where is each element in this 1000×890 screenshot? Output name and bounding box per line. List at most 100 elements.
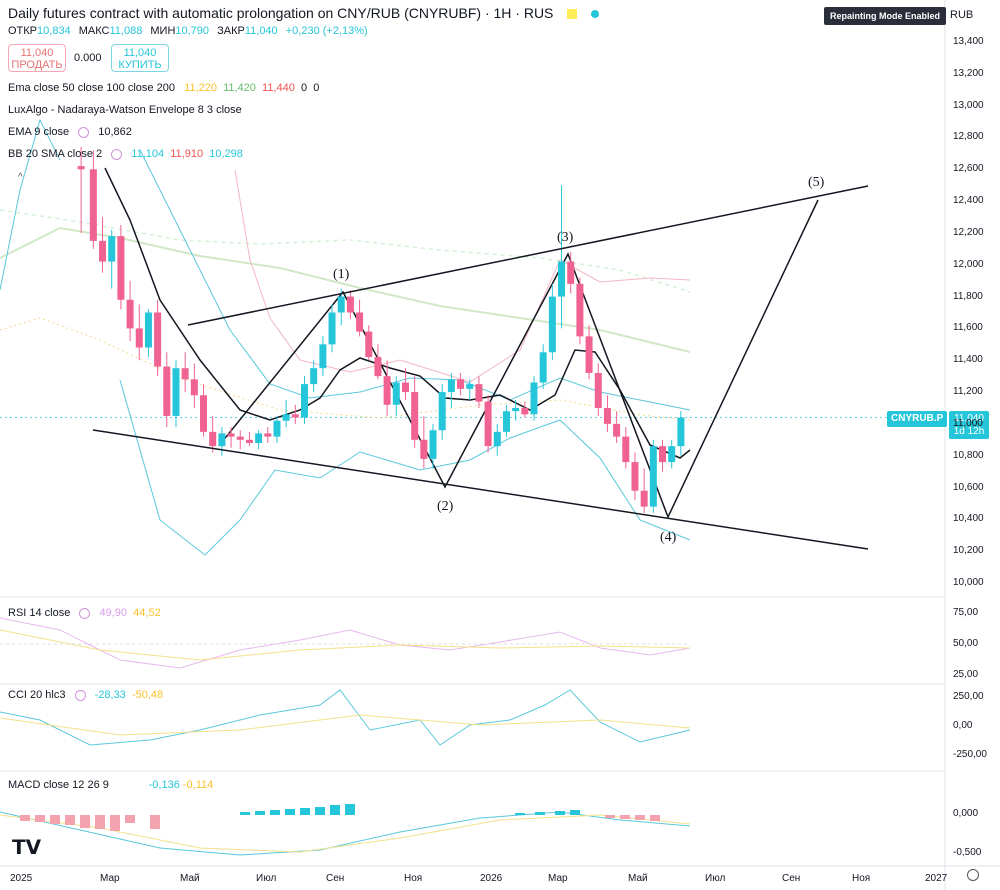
- candle-body: [328, 312, 336, 345]
- sell-label: ПРОДАТЬ: [11, 59, 63, 71]
- legend-ema[interactable]: Ema close 50 close 100 close 200 11,220 …: [8, 82, 319, 94]
- candle-body: [438, 392, 446, 431]
- candle-body: [346, 296, 354, 313]
- rsi-tick-label: 75,00: [953, 607, 979, 618]
- settings-icon[interactable]: [74, 689, 86, 701]
- candle-body: [383, 376, 391, 405]
- bb-left-line: [0, 118, 61, 291]
- macd-histogram-bar: [605, 815, 615, 818]
- candle-body: [457, 379, 465, 389]
- candle-body: [209, 431, 217, 447]
- cci-ma-value: -50,48: [131, 689, 164, 701]
- elliott-wave-drawing: (1) (2) (3) (4) (5): [92, 175, 869, 550]
- legend-bb[interactable]: BB 20 SMA close 2 11,104 11,910 10,298: [8, 148, 243, 160]
- cci-tick-label: 0,00: [953, 720, 973, 731]
- open-value: 10,834: [37, 25, 71, 37]
- macd-histogram-bar: [535, 812, 545, 815]
- candle-body: [411, 392, 419, 440]
- time-tick-label: Мар: [548, 873, 568, 884]
- settings-icon[interactable]: [78, 126, 90, 138]
- legend-luxalgo[interactable]: LuxAlgo - Nadaraya-Watson Envelope 8 3 c…: [8, 104, 242, 116]
- cci-tick-label: -250,00: [953, 749, 987, 760]
- macd-histogram-bar: [65, 815, 75, 825]
- candle-body: [603, 407, 611, 424]
- flag-icon[interactable]: [567, 9, 578, 20]
- candle-body: [356, 312, 364, 332]
- sell-button[interactable]: 11,040 ПРОДАТЬ: [8, 44, 66, 72]
- bb-lower-value: 10,298: [209, 148, 243, 160]
- currency-label[interactable]: RUB: [950, 9, 974, 21]
- candle-body: [273, 420, 281, 437]
- legend-macd[interactable]: MACD close 12 26 9 -0,136 -0,114: [8, 779, 213, 791]
- candle-body: [475, 384, 483, 402]
- symbol-price-tag: CNYRUB.P: [887, 411, 948, 427]
- chart-settings-icon[interactable]: [967, 869, 979, 881]
- candle-body: [640, 490, 648, 507]
- candle-body: [429, 430, 437, 459]
- price-tick-label: 10,800: [953, 449, 984, 461]
- candle-body: [264, 433, 272, 437]
- macd-histogram-bar: [515, 813, 525, 815]
- wave-label: (3): [557, 230, 574, 245]
- sell-price: 11,040: [20, 47, 54, 59]
- bb-basis-value: 11,104: [131, 148, 165, 160]
- market-status-icon: [591, 10, 600, 19]
- rsi-ma-line: [0, 629, 691, 661]
- candle-body: [466, 384, 474, 389]
- rsi-tick-label: 25,00: [953, 669, 979, 680]
- candle-body: [631, 462, 639, 491]
- macd-histogram-bar: [240, 812, 250, 815]
- buy-button[interactable]: 11,040 КУПИТЬ: [111, 44, 169, 72]
- price-tick-label: 13,200: [953, 67, 984, 79]
- macd-histogram-bar: [270, 810, 280, 815]
- legend-rsi[interactable]: RSI 14 close 49,90 44,52: [8, 607, 161, 619]
- oscillator-panes: [0, 643, 690, 831]
- candle-body: [319, 344, 327, 369]
- collapse-legend-icon[interactable]: ^: [18, 172, 23, 183]
- cci-tick-label: 250,00: [953, 691, 984, 702]
- candle-body: [117, 236, 125, 300]
- ema-name: Ema close 50 close 100 close 200: [8, 82, 175, 94]
- bar-countdown: 1d 12h: [953, 426, 985, 437]
- close-value: 11,040: [244, 25, 278, 37]
- wave-label: (5): [808, 175, 825, 190]
- buy-label: КУПИТЬ: [118, 59, 162, 71]
- candle-body: [126, 299, 134, 329]
- candle-body: [567, 261, 575, 284]
- price-tick-label: 13,000: [953, 99, 984, 111]
- luxalgo-name: LuxAlgo - Nadaraya-Watson Envelope 8 3 c…: [8, 104, 242, 116]
- macd-histogram-bar: [20, 815, 30, 821]
- time-tick-label: Ноя: [404, 873, 423, 884]
- candle-body: [154, 312, 162, 367]
- macd-tick-label: -0,500: [953, 847, 982, 858]
- macd-name: MACD close 12 26 9: [8, 779, 109, 791]
- price-tick-label: 11,200: [953, 386, 983, 398]
- candle-body: [622, 436, 630, 463]
- candle-body: [613, 423, 621, 437]
- candle-body: [301, 384, 308, 418]
- candle-body: [374, 357, 382, 377]
- macd-histogram-bar: [570, 810, 580, 815]
- low-label: МИН: [150, 25, 176, 37]
- price-tick-label: 12,600: [953, 163, 984, 175]
- settings-icon[interactable]: [79, 607, 91, 619]
- rsi-value: 49,90: [99, 607, 128, 619]
- rsi-ma-value: 44,52: [133, 607, 161, 619]
- price-tick-label: 12,400: [953, 195, 984, 207]
- macd-tick-label: 0,000: [953, 808, 979, 819]
- ema9-name: EMA 9 close: [8, 126, 70, 138]
- settings-icon[interactable]: [111, 148, 123, 160]
- macd-histogram-bar: [80, 815, 90, 828]
- macd-histogram-bar: [125, 815, 135, 823]
- cci-line: [0, 689, 691, 746]
- price-tick-label: 10,600: [953, 481, 984, 493]
- legend-ema9[interactable]: EMA 9 close 10,862: [8, 126, 132, 138]
- candle-body: [668, 446, 676, 463]
- macd-histogram-bar: [285, 809, 295, 815]
- cci-name: CCI 20 hlc3: [8, 689, 66, 701]
- candle-body: [163, 366, 171, 416]
- legend-cci[interactable]: CCI 20 hlc3 -28,33 -50,48: [8, 689, 163, 701]
- macd-histogram-bar: [315, 807, 325, 815]
- candle-body: [392, 382, 400, 405]
